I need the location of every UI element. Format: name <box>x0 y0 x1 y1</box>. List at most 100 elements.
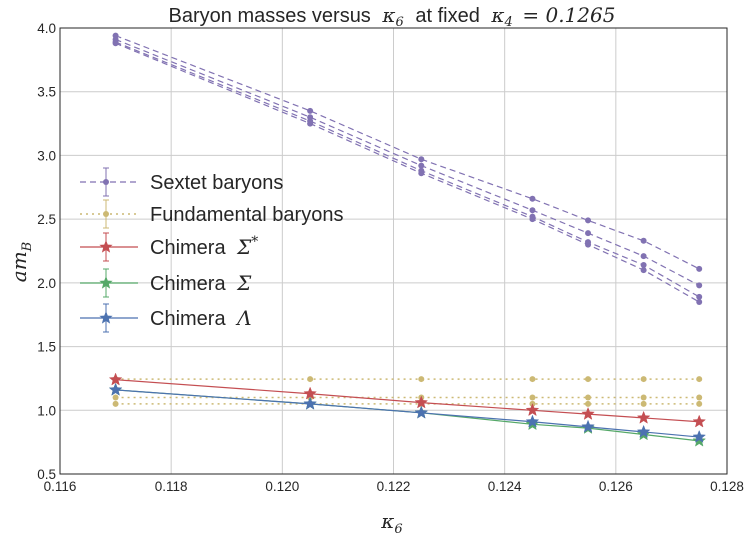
x-tick-label: 0.120 <box>265 479 299 494</box>
series-0-3-group <box>112 40 703 305</box>
title-text: Baryon masses versus <box>169 5 371 27</box>
legend-marker-fundamental <box>103 211 109 217</box>
legend-marker-lambda <box>99 311 113 324</box>
x-axis-label-sub: 6 <box>394 522 402 535</box>
data-point-star <box>414 395 429 409</box>
data-point <box>640 262 647 269</box>
legend-text-sigma-star: Chimera <box>150 237 226 259</box>
data-point <box>696 376 703 383</box>
x-tick-label: 0.116 <box>44 479 77 494</box>
data-point <box>529 207 536 214</box>
legend-label-sextet: Sextet baryons <box>150 172 283 194</box>
x-axis-label: κ6 <box>380 509 402 535</box>
data-point <box>585 394 592 401</box>
y-tick-label: 4.0 <box>37 21 56 36</box>
y-tick-label: 1.0 <box>37 403 56 418</box>
data-point-star <box>108 382 123 396</box>
y-tick-label: 2.0 <box>37 276 56 291</box>
data-point <box>640 253 647 260</box>
data-point <box>640 400 647 407</box>
x-tick-label: 0.122 <box>377 479 411 494</box>
data-point <box>696 394 703 401</box>
data-point-star <box>414 405 429 419</box>
legend-item-sigma: Chimera Σ <box>80 268 252 298</box>
series-layer <box>108 32 707 447</box>
legend-label-sigma-star: Chimera Σ* <box>150 234 258 259</box>
data-point <box>307 376 314 383</box>
data-point <box>640 267 647 274</box>
legend-text-lambda: Chimera <box>150 308 226 330</box>
legend-marker-sigma-star <box>99 240 113 253</box>
title-mid: at fixed <box>415 5 479 27</box>
y-axis-label: amB <box>7 242 35 282</box>
data-point <box>112 400 119 407</box>
legend-sup-sigma-star: * <box>251 234 258 250</box>
data-point <box>307 107 314 114</box>
chart-title: Baryon masses versus κ6 at fixed κ4 = 0.… <box>169 3 616 31</box>
legend-label-fundamental: Fundamental baryons <box>150 204 343 226</box>
data-point <box>418 170 425 177</box>
data-point-star <box>636 410 651 424</box>
legend-label-sigma: Chimera Σ <box>150 271 252 295</box>
data-point-star <box>525 414 540 428</box>
title-kappa6: κ <box>381 3 395 27</box>
legend-item-sextet: Sextet baryons <box>80 167 283 197</box>
data-point <box>640 237 647 244</box>
x-tick-label: 0.124 <box>488 479 522 494</box>
data-point-star <box>303 396 317 410</box>
data-point <box>529 376 536 383</box>
data-point <box>529 195 536 202</box>
data-point <box>112 394 119 401</box>
x-axis-label-main: κ <box>380 509 394 533</box>
data-point <box>585 400 592 407</box>
legend-marker-sextet <box>103 179 109 185</box>
title-kappa4-sub: 4 <box>504 15 513 30</box>
legend-item-lambda: Chimera Λ <box>80 303 252 333</box>
data-point-star <box>692 429 707 443</box>
data-point <box>696 293 703 300</box>
title-kappa6-sub: 6 <box>396 15 404 30</box>
x-tick-labels: 0.116 0.118 0.120 0.122 0.124 0.126 0.128 <box>44 479 744 494</box>
legend-item-sigma-star: Chimera Σ* <box>80 232 258 262</box>
data-point-star <box>108 372 123 386</box>
data-point <box>529 216 536 223</box>
x-tick-label: 0.128 <box>710 479 744 494</box>
data-point-star <box>636 424 651 438</box>
y-tick-label: 2.5 <box>37 212 56 227</box>
legend-math-sigma-star: Σ <box>236 235 252 259</box>
data-point <box>418 376 425 383</box>
data-point <box>585 241 592 248</box>
legend-item-fundamental: Fundamental baryons <box>80 199 343 229</box>
data-point <box>696 282 703 289</box>
y-axis-label-sub: B <box>20 242 35 253</box>
y-tick-label: 1.5 <box>37 340 56 355</box>
y-tick-label: 0.5 <box>37 467 56 482</box>
data-point <box>585 376 592 383</box>
data-point <box>696 265 703 272</box>
data-point <box>585 217 592 224</box>
data-point-star <box>303 386 317 400</box>
title-kappa4: κ <box>490 3 504 27</box>
series-4-group <box>108 382 707 443</box>
x-tick-label: 0.118 <box>155 479 188 494</box>
title-value: = 0.1265 <box>522 3 615 27</box>
data-point <box>529 394 536 401</box>
data-point <box>112 40 119 47</box>
data-point-star <box>525 403 540 417</box>
legend-text-sigma: Chimera <box>150 273 226 295</box>
series-2-group <box>108 372 707 428</box>
data-point <box>696 400 703 407</box>
data-point <box>696 298 703 305</box>
data-point <box>418 156 425 163</box>
y-tick-label: 3.0 <box>37 148 56 163</box>
legend: Sextet baryons Fundamental baryons Chime… <box>80 167 343 333</box>
data-point-star <box>581 406 595 420</box>
data-point-star <box>581 419 595 433</box>
data-point <box>640 376 647 383</box>
legend-marker-sigma <box>99 276 113 289</box>
legend-math-lambda: Λ <box>235 306 251 330</box>
data-point-star <box>692 433 707 447</box>
x-tick-label: 0.126 <box>599 479 633 494</box>
plot-frame <box>59 27 728 475</box>
y-axis-label-main: am <box>7 251 31 282</box>
